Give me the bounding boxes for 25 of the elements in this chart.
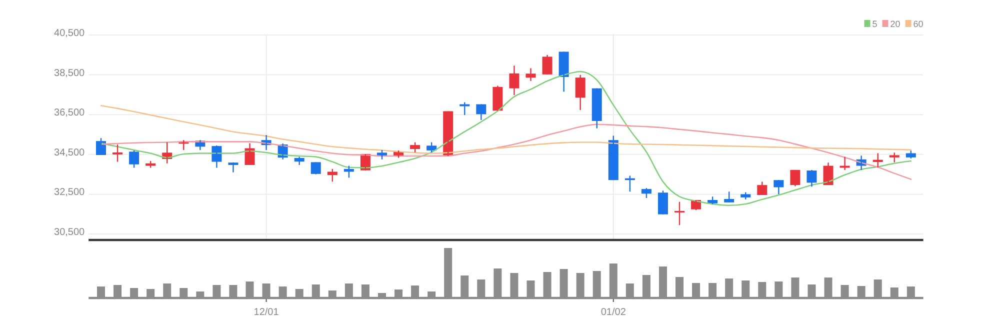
candlestick xyxy=(410,142,420,154)
candlestick xyxy=(310,162,321,175)
candlestick xyxy=(129,150,140,168)
candlestick xyxy=(112,144,123,162)
line-series xyxy=(100,105,912,154)
y-tick-label: 40,500 xyxy=(54,28,86,39)
y-tick-label: 32,500 xyxy=(54,187,86,198)
y-tick-label: 30,500 xyxy=(54,227,86,238)
y-tick-label: 34,500 xyxy=(54,147,86,158)
candlestick xyxy=(674,201,684,226)
candlestick xyxy=(460,102,470,116)
legend-label: 5 xyxy=(872,19,878,29)
legend-label: 60 xyxy=(913,19,924,29)
candlestick xyxy=(757,181,768,196)
legend-label: 20 xyxy=(890,19,900,29)
candlestick xyxy=(889,152,900,163)
candlestick xyxy=(443,110,454,157)
y-tick-label: 38,500 xyxy=(54,68,86,79)
candlestick xyxy=(327,168,338,182)
candlestick xyxy=(724,191,734,203)
candlestick xyxy=(592,88,602,129)
y-tick-label: 36,500 xyxy=(54,108,86,119)
x-tick-label: 01/02 xyxy=(600,307,626,318)
x-tick-label: 12/01 xyxy=(254,307,280,318)
candlestick xyxy=(658,190,668,215)
